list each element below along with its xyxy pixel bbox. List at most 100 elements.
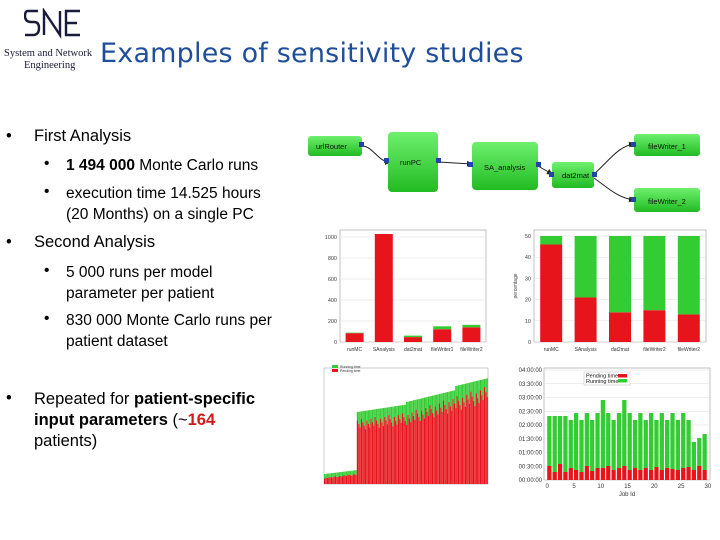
bar-red	[447, 413, 449, 484]
bar-green	[438, 394, 441, 404]
bar-red	[392, 426, 394, 484]
bar-green	[453, 390, 456, 404]
y-tick-label: 01:30:00	[519, 437, 543, 443]
bar-red	[389, 418, 391, 484]
bar-green	[654, 420, 659, 467]
bar-red	[330, 477, 333, 484]
bar-green	[552, 416, 557, 472]
bar-green	[355, 470, 357, 475]
bar-green	[447, 392, 449, 414]
x-tick-label: runMC	[544, 347, 559, 353]
bar-green	[462, 324, 481, 328]
y-tick-label: 00:30:00	[519, 464, 543, 470]
bar-green	[643, 236, 666, 311]
bar-green	[362, 411, 364, 423]
bar-green	[452, 390, 454, 400]
bar-green	[648, 413, 654, 470]
bar-red	[540, 244, 563, 342]
bar-green	[416, 399, 419, 414]
plot-frame	[339, 229, 487, 343]
bar-green	[397, 405, 400, 416]
bar-green	[375, 409, 378, 421]
bar-red	[380, 418, 382, 484]
bar-red	[359, 427, 361, 484]
bar-red	[367, 423, 369, 484]
bar-red	[399, 418, 401, 484]
y-tick-label: 02:30:00	[519, 409, 543, 415]
chart-patient-runs: Running time Pending time	[310, 362, 492, 496]
bar-green	[430, 396, 432, 410]
bar-green	[393, 406, 395, 417]
bar-red	[395, 420, 397, 484]
x-tick-label: runMC	[347, 347, 362, 353]
bar-red	[460, 409, 462, 484]
bar-red	[397, 415, 400, 484]
bar-green	[411, 400, 413, 413]
bar-green	[345, 471, 348, 476]
y-tick-label: 0	[528, 340, 531, 346]
bar-green	[677, 236, 700, 315]
bar-green	[638, 413, 643, 470]
bar-green	[440, 393, 442, 408]
bar-green	[333, 472, 335, 477]
bar-green	[410, 401, 412, 423]
bar-green	[470, 382, 472, 392]
bar-green	[681, 413, 686, 468]
bar-red	[396, 424, 398, 484]
bar-red	[362, 422, 364, 484]
bar-red	[483, 387, 486, 484]
bar-red	[457, 400, 460, 484]
bar-red	[675, 470, 681, 480]
bar-red	[445, 409, 447, 484]
bar-red	[347, 474, 349, 484]
bar-red	[423, 418, 425, 484]
bar-red	[414, 419, 416, 484]
bar-green	[444, 392, 446, 405]
chart-percentage: percentage 50 40 30 20 10 0 runMC SAnalysis dat2m…	[510, 226, 712, 356]
bar-red	[437, 414, 439, 484]
edge	[593, 177, 635, 203]
chart-job-time: 04:00:00 03:30:00 03:00:00 02:30:00 02:00:00…	[508, 362, 714, 502]
y-tick-label: 200	[328, 319, 337, 325]
bar-red	[462, 397, 464, 484]
bar-green	[412, 400, 415, 416]
legend-label: Running time	[340, 365, 361, 369]
x-tick-label: 15	[624, 484, 631, 490]
bar-red	[326, 477, 328, 484]
bar-green	[670, 413, 675, 469]
logo-line2: Engineering	[24, 60, 76, 71]
bar-red	[406, 424, 408, 484]
bar-red	[440, 407, 442, 484]
bar-green	[609, 236, 631, 313]
bullet-text: 830 000 Monte Carlo runs per patient data…	[66, 312, 272, 350]
bar-red	[403, 417, 405, 484]
y-tick-label: 10	[525, 319, 531, 325]
bar-green	[359, 411, 361, 428]
slide-title: Examples of sensitivity studies	[100, 38, 524, 69]
bar-green	[448, 391, 450, 402]
bar-red	[479, 390, 482, 484]
bar-green	[349, 470, 352, 476]
bar-red	[643, 468, 648, 480]
bar-red	[449, 406, 451, 484]
bar-green	[600, 400, 606, 468]
bar-red	[462, 327, 481, 342]
x-tick-label: 0	[546, 484, 550, 490]
y-tick-label: 40	[525, 255, 531, 261]
bar-red	[463, 402, 465, 484]
bar-red	[384, 416, 386, 484]
bullet-dot: •	[6, 127, 12, 145]
bar-green	[400, 405, 402, 423]
bar-red	[421, 410, 423, 484]
bar-red	[442, 400, 445, 484]
bar-red	[609, 312, 631, 342]
bar-green	[356, 412, 359, 421]
bar-red	[638, 470, 643, 480]
bar-green	[540, 236, 563, 245]
bar-green	[325, 473, 327, 478]
node-dat2mat: dat2mat	[549, 162, 597, 188]
edge	[593, 141, 635, 175]
bar-green	[622, 400, 627, 466]
bar-green	[381, 408, 383, 423]
bar-red	[659, 470, 664, 480]
